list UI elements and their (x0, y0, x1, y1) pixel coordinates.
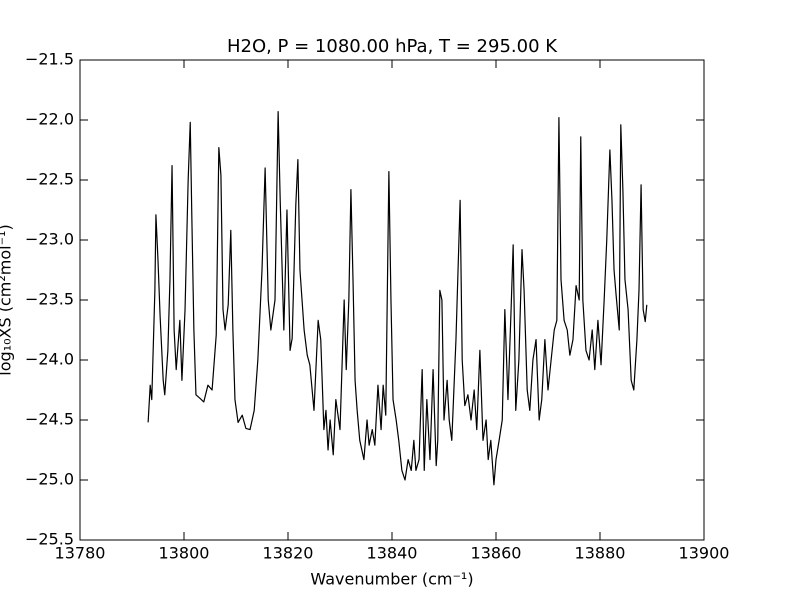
x-tick-label: 13880 (575, 544, 626, 563)
x-tick-label: 13900 (679, 544, 730, 563)
x-tick-label: 13860 (471, 544, 522, 563)
y-axis-label: log₁₀XS (cm²mol⁻¹) (0, 224, 15, 375)
y-tick-label: −22.5 (25, 170, 74, 189)
x-tick-label: 13840 (367, 544, 418, 563)
x-axis-label: Wavenumber (cm⁻¹) (310, 570, 473, 589)
x-tick-label: 13820 (263, 544, 314, 563)
y-tick-label: −22.0 (25, 110, 74, 129)
y-tick-label: −25.0 (25, 470, 74, 489)
y-tick-label: −21.5 (25, 50, 74, 69)
y-tick-label: −23.5 (25, 290, 74, 309)
y-tick-label: −24.5 (25, 410, 74, 429)
x-tick-label: 13780 (55, 544, 106, 563)
chart-title: H2O, P = 1080.00 hPa, T = 295.00 K (227, 36, 558, 57)
y-tick-label: −23.0 (25, 230, 74, 249)
y-tick-label: −25.5 (25, 530, 74, 549)
spectrum-line (147, 111, 648, 486)
x-tick-label: 13800 (159, 544, 210, 563)
y-tick-label: −24.0 (25, 350, 74, 369)
plot-frame (79, 59, 705, 541)
